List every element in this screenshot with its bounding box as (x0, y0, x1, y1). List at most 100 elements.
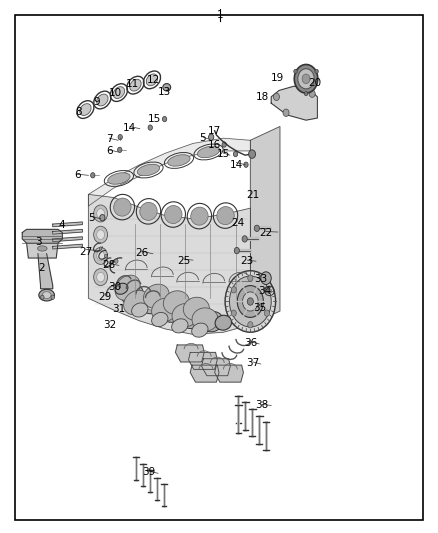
Ellipse shape (243, 292, 258, 311)
Ellipse shape (161, 302, 183, 322)
Ellipse shape (144, 284, 169, 308)
Ellipse shape (146, 74, 158, 86)
Text: 5: 5 (88, 213, 95, 223)
Text: 20: 20 (308, 78, 321, 88)
Circle shape (94, 247, 108, 264)
Text: 15: 15 (148, 114, 161, 124)
Polygon shape (201, 359, 230, 376)
Circle shape (97, 230, 105, 239)
Ellipse shape (121, 284, 143, 304)
Ellipse shape (192, 308, 218, 331)
Ellipse shape (185, 312, 199, 325)
Circle shape (51, 295, 54, 300)
Text: 36: 36 (244, 338, 258, 348)
Polygon shape (271, 86, 318, 120)
Circle shape (309, 90, 315, 98)
Circle shape (94, 269, 108, 286)
Polygon shape (53, 237, 82, 241)
Ellipse shape (230, 276, 271, 327)
Text: 14: 14 (230, 160, 243, 169)
Circle shape (294, 69, 297, 74)
Ellipse shape (80, 103, 91, 116)
Ellipse shape (181, 308, 203, 329)
Text: 38: 38 (255, 400, 268, 410)
Text: 39: 39 (142, 467, 155, 477)
Circle shape (94, 226, 108, 243)
Circle shape (162, 116, 167, 122)
Circle shape (115, 259, 118, 263)
Text: 16: 16 (208, 140, 221, 150)
Text: 6: 6 (74, 171, 81, 180)
Text: 34: 34 (258, 286, 271, 296)
Ellipse shape (163, 291, 189, 314)
Polygon shape (27, 243, 58, 258)
Circle shape (283, 109, 289, 116)
Text: 19: 19 (271, 72, 284, 83)
Text: 9: 9 (93, 97, 99, 107)
Text: 2: 2 (38, 263, 45, 272)
Ellipse shape (237, 286, 263, 317)
Ellipse shape (131, 303, 148, 317)
Ellipse shape (163, 84, 171, 91)
Circle shape (264, 310, 269, 317)
Circle shape (244, 162, 248, 167)
Circle shape (105, 254, 107, 257)
Text: 32: 32 (102, 320, 116, 330)
Ellipse shape (124, 288, 139, 301)
Circle shape (100, 215, 105, 221)
Polygon shape (88, 138, 251, 206)
Ellipse shape (165, 206, 182, 223)
Ellipse shape (191, 207, 208, 225)
Circle shape (234, 247, 240, 254)
Circle shape (261, 272, 271, 285)
Text: 14: 14 (123, 123, 136, 133)
Circle shape (242, 236, 247, 242)
Polygon shape (38, 254, 53, 289)
Text: 27: 27 (80, 247, 93, 257)
Ellipse shape (302, 74, 310, 84)
Circle shape (231, 310, 237, 317)
Circle shape (110, 262, 113, 265)
Text: 22: 22 (259, 228, 272, 238)
Circle shape (97, 209, 105, 218)
Polygon shape (215, 365, 244, 382)
Ellipse shape (165, 305, 179, 319)
Ellipse shape (184, 297, 209, 320)
Circle shape (249, 150, 255, 158)
Text: 13: 13 (158, 86, 171, 96)
Ellipse shape (115, 275, 140, 300)
Text: 12: 12 (147, 75, 160, 85)
Ellipse shape (115, 283, 128, 294)
Polygon shape (53, 229, 82, 234)
Ellipse shape (294, 64, 318, 93)
Polygon shape (190, 365, 219, 382)
Text: 3: 3 (35, 237, 42, 247)
Ellipse shape (97, 94, 108, 106)
Text: 6: 6 (106, 146, 113, 156)
Circle shape (99, 247, 102, 250)
Ellipse shape (201, 311, 223, 332)
Circle shape (248, 321, 253, 328)
Text: 15: 15 (217, 149, 230, 159)
Polygon shape (188, 352, 217, 369)
Ellipse shape (215, 315, 232, 330)
Circle shape (254, 225, 259, 231)
Ellipse shape (113, 87, 124, 99)
Polygon shape (53, 222, 82, 227)
Polygon shape (53, 244, 82, 249)
Circle shape (273, 93, 279, 101)
Circle shape (94, 205, 108, 222)
Text: 8: 8 (75, 107, 82, 117)
Ellipse shape (140, 203, 157, 220)
Text: 4: 4 (58, 220, 65, 230)
Ellipse shape (152, 312, 168, 327)
Ellipse shape (247, 298, 253, 305)
Text: 30: 30 (108, 281, 121, 292)
Ellipse shape (39, 289, 54, 301)
Ellipse shape (152, 298, 177, 322)
Text: 33: 33 (254, 274, 268, 284)
Ellipse shape (124, 290, 149, 315)
Text: 10: 10 (109, 87, 122, 98)
Text: 28: 28 (102, 261, 116, 270)
Circle shape (208, 134, 214, 140)
